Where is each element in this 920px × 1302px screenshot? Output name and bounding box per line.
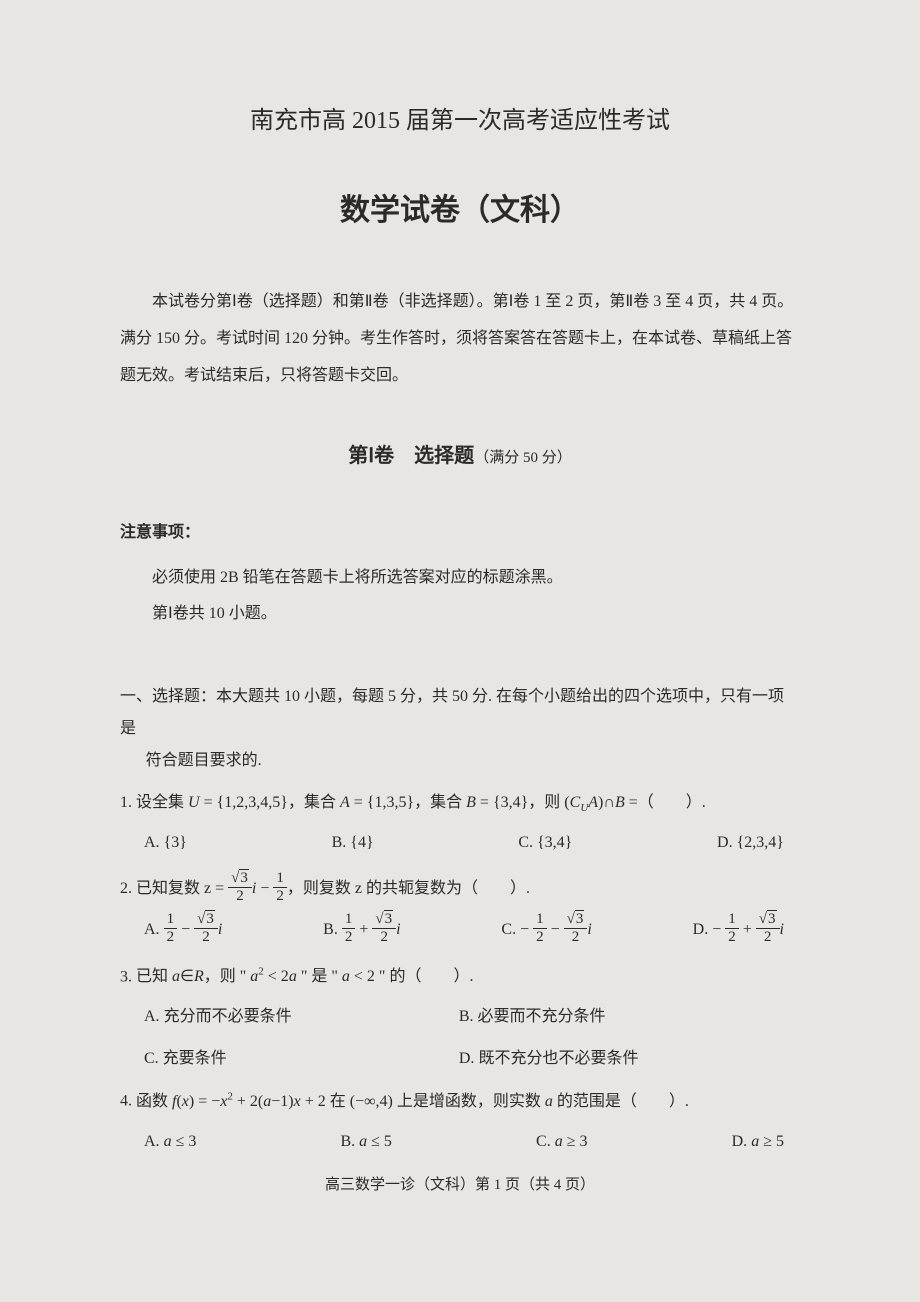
exam-subtitle: 南充市高 2015 届第一次高考适应性考试 xyxy=(120,100,800,135)
question-2: 2. 已知复数 z = 32i − 12，则复数 z 的共轭复数为（ ）. A.… xyxy=(120,873,800,947)
option-b: B. 必要而不充分条件 xyxy=(459,1001,774,1033)
question-text: 1. 设全集 U = {1,2,3,4,5}，集合 A = {1,3,5}，集合… xyxy=(120,787,800,819)
options-row: A. 12 − 32i B. 12 + 32i C. − 12 − 32i D.… xyxy=(120,914,800,947)
option-b: B. 12 + 32i xyxy=(323,914,400,947)
question-text: 2. 已知复数 z = 32i − 12，则复数 z 的共轭复数为（ ）. xyxy=(120,873,800,906)
q-body: 函数 f(x) = −x2 + 2(a−1)x + 2 在 (−∞,4) 上是增… xyxy=(136,1093,689,1110)
options-row: C. 充要条件 D. 既不充分也不必要条件 xyxy=(120,1043,800,1075)
option-d: D. 既不充分也不必要条件 xyxy=(459,1043,774,1075)
notice-block: 注意事项： 必须使用 2B 铅笔在答题卡上将所选答案对应的标题涂黑。 第Ⅰ卷共 … xyxy=(120,518,800,630)
question-text: 4. 函数 f(x) = −x2 + 2(a−1)x + 2 在 (−∞,4) … xyxy=(120,1085,800,1117)
option-c: C. 充要条件 xyxy=(144,1043,459,1075)
instruction-indent: 符合题目要求的. xyxy=(120,745,800,777)
q-number: 4. xyxy=(120,1093,132,1110)
option-d: D. − 12 + 32i xyxy=(693,914,784,947)
question-text: 3. 已知 a∈R，则 " a2 < 2a " 是 " a < 2 " 的（ ）… xyxy=(120,961,800,993)
q-number: 2. xyxy=(120,880,132,897)
question-3: 3. 已知 a∈R，则 " a2 < 2a " 是 " a < 2 " 的（ ）… xyxy=(120,961,800,1075)
q-body: 设全集 U = {1,2,3,4,5}，集合 A = {1,3,5}，集合 B … xyxy=(136,794,706,811)
options-row: A. {3} B. {4} C. {3,4} D. {2,3,4} xyxy=(120,827,800,859)
section-title: 第Ⅰ卷 选择题（满分 50 分） xyxy=(120,439,800,468)
option-a: A. 充分而不必要条件 xyxy=(144,1001,459,1033)
part-instruction: 一、选择题：本大题共 10 小题，每题 5 分，共 50 分. 在每个小题给出的… xyxy=(120,681,800,777)
options-row: A. a ≤ 3 B. a ≤ 5 C. a ≥ 3 D. a ≥ 5 xyxy=(120,1126,800,1158)
instruction-prefix: 一、选择题： xyxy=(120,688,216,705)
exam-intro: 本试卷分第Ⅰ卷（选择题）和第Ⅱ卷（非选择题）。第Ⅰ卷 1 至 2 页，第Ⅱ卷 3… xyxy=(120,284,800,394)
notice-heading: 注意事项： xyxy=(120,518,800,542)
options-row: A. 充分而不必要条件 B. 必要而不充分条件 xyxy=(120,1001,800,1033)
option-c: C. {3,4} xyxy=(518,827,572,859)
option-c: C. a ≥ 3 xyxy=(536,1126,587,1158)
section-sub: （满分 50 分） xyxy=(474,450,572,466)
section-main: 第Ⅰ卷 选择题 xyxy=(348,445,474,467)
notice-item: 必须使用 2B 铅笔在答题卡上将所选答案对应的标题涂黑。 xyxy=(120,560,800,595)
option-b: B. a ≤ 5 xyxy=(340,1126,391,1158)
option-d: D. {2,3,4} xyxy=(717,827,784,859)
question-4: 4. 函数 f(x) = −x2 + 2(a−1)x + 2 在 (−∞,4) … xyxy=(120,1085,800,1157)
option-a: A. 12 − 32i xyxy=(144,914,222,947)
option-c: C. − 12 − 32i xyxy=(501,914,591,947)
option-a: A. a ≤ 3 xyxy=(144,1126,196,1158)
question-1: 1. 设全集 U = {1,2,3,4,5}，集合 A = {1,3,5}，集合… xyxy=(120,787,800,859)
q-number: 3. xyxy=(120,968,132,985)
q-body: 已知复数 z = 32i − 12，则复数 z 的共轭复数为（ ）. xyxy=(136,880,530,897)
q-body: 已知 a∈R，则 " a2 < 2a " 是 " a < 2 " 的（ ）. xyxy=(136,968,473,985)
notice-item: 第Ⅰ卷共 10 小题。 xyxy=(120,596,800,631)
q-number: 1. xyxy=(120,794,132,811)
option-a: A. {3} xyxy=(144,827,187,859)
instruction-body: 本大题共 10 小题，每题 5 分，共 50 分. 在每个小题给出的四个选项中，… xyxy=(120,688,784,737)
option-b: B. {4} xyxy=(332,827,374,859)
page-footer: 高三数学一诊（文科）第 1 页（共 4 页） xyxy=(120,1173,800,1194)
exam-title: 数学试卷（文科） xyxy=(120,185,800,229)
option-d: D. a ≥ 5 xyxy=(732,1126,784,1158)
